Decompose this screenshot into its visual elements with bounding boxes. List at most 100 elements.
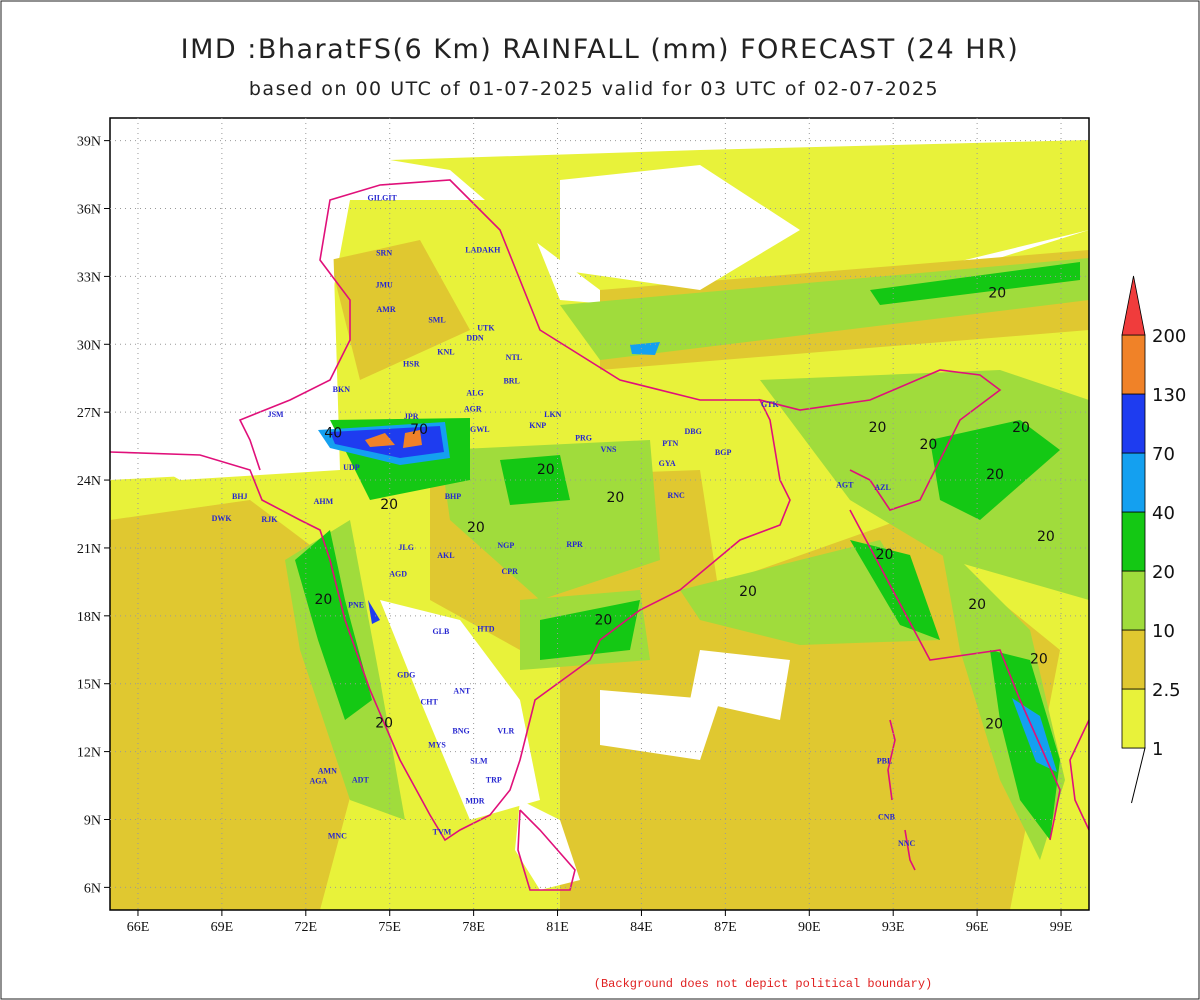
y-tick-label: 24N	[77, 474, 101, 489]
station-label: GTK	[761, 400, 780, 409]
x-tick-label: 84E	[630, 920, 653, 935]
x-tick-label: 69E	[211, 920, 234, 935]
station-label: GILGIT	[367, 193, 397, 202]
station-label: BKN	[333, 385, 351, 394]
colorbar-label: 1	[1152, 739, 1163, 760]
colorbar-bin	[1121, 334, 1146, 395]
x-tick-label: 93E	[882, 920, 905, 935]
station-label: TRP	[486, 775, 502, 784]
station-label: AMR	[377, 305, 396, 314]
y-tick-label: 21N	[77, 542, 101, 557]
x-tick-label: 72E	[295, 920, 318, 935]
station-label: LKN	[544, 410, 562, 419]
station-label: DWK	[212, 514, 233, 523]
contour-label: 20	[595, 613, 613, 629]
colorbar-label: 10	[1152, 621, 1175, 642]
station-label: VNS	[600, 445, 617, 454]
station-label: DDN	[466, 333, 484, 342]
station-label: ADT	[352, 775, 370, 784]
station-label: KNL	[437, 347, 454, 356]
station-label: PRG	[575, 434, 592, 443]
station-label: RJK	[261, 515, 278, 524]
x-tick-label: 75E	[378, 920, 401, 935]
station-label: RNC	[667, 491, 685, 500]
station-label: TVM	[433, 827, 452, 836]
station-label: SML	[428, 315, 445, 324]
x-tick-label: 66E	[127, 920, 150, 935]
station-label: MNC	[328, 831, 347, 840]
contour-label: 20	[467, 520, 485, 536]
y-tick-label: 12N	[77, 746, 101, 761]
y-tick-label: 30N	[77, 338, 101, 353]
colorbar-label: 200	[1152, 326, 1186, 347]
station-label: SRN	[376, 248, 392, 257]
station-label: JMU	[375, 280, 393, 289]
x-tick-label: 96E	[966, 920, 989, 935]
station-label: AHM	[314, 497, 334, 506]
station-label: HSR	[403, 359, 420, 368]
contour-label: 20	[869, 420, 887, 436]
contour-label: 20	[986, 467, 1004, 483]
contour-label: 20	[1037, 529, 1055, 545]
station-label: CPR	[501, 567, 518, 576]
station-label: KNP	[529, 421, 546, 430]
contour-label: 20	[920, 437, 938, 453]
x-tick-label: 99E	[1050, 920, 1073, 935]
station-label: ALG	[466, 388, 483, 397]
station-label: MYS	[428, 741, 446, 750]
x-tick-label: 81E	[546, 920, 569, 935]
station-label: NGP	[497, 541, 514, 550]
station-label: NNC	[898, 839, 916, 848]
colorbar-bin	[1121, 570, 1146, 631]
station-label: BNG	[452, 727, 469, 736]
x-tick-label: 90E	[798, 920, 821, 935]
contour-label: 20	[985, 717, 1003, 733]
colorbar-label: 2.5	[1152, 680, 1181, 701]
station-label: BGP	[715, 448, 732, 457]
station-label: LADAKH	[465, 245, 501, 254]
contour-label: 20	[375, 716, 393, 732]
footnote: (Background does not depict political bo…	[594, 977, 932, 991]
plot-border	[109, 117, 1090, 911]
station-label: RPR	[566, 540, 583, 549]
station-label: PBL	[877, 757, 893, 766]
station-label: PNE	[348, 601, 364, 610]
station-label: JLG	[398, 543, 414, 552]
y-tick-label: 27N	[77, 406, 101, 421]
station-label: UDP	[343, 463, 360, 472]
station-label: CHT	[420, 698, 438, 707]
station-label: HTD	[477, 625, 495, 634]
station-label: ANT	[453, 687, 471, 696]
station-label: DBG	[685, 427, 702, 436]
station-label: AZL	[874, 483, 890, 492]
station-label: BHP	[445, 492, 462, 501]
station-label: AGT	[836, 481, 854, 490]
rain-130-200	[365, 430, 422, 448]
y-tick-label: 9N	[84, 813, 101, 828]
colorbar-bin	[1121, 629, 1146, 690]
colorbar-bin	[1121, 688, 1146, 749]
colorbar-bin	[1121, 393, 1146, 454]
y-tick-label: 39N	[77, 135, 101, 150]
station-label: AGA	[309, 777, 327, 786]
station-label: AMN	[318, 766, 337, 775]
colorbar-label: 40	[1152, 503, 1175, 524]
station-label: SLM	[470, 756, 488, 765]
station-label: GWL	[470, 425, 490, 434]
contour-label: 20	[1030, 652, 1048, 668]
station-label: GYA	[659, 459, 676, 468]
station-label: AGD	[389, 570, 407, 579]
x-tick-label: 78E	[462, 920, 485, 935]
colorbar-label: 20	[1152, 562, 1175, 583]
y-tick-label: 33N	[77, 270, 101, 285]
contour-label: 20	[739, 584, 757, 600]
station-label: VLR	[497, 727, 514, 736]
contour-label: 20	[537, 462, 555, 478]
station-label: BRL	[503, 376, 519, 385]
contour-label: 70	[410, 422, 428, 438]
station-label: JPR	[404, 412, 419, 421]
station-label: GDG	[397, 671, 415, 680]
colorbar-bin	[1121, 511, 1146, 572]
